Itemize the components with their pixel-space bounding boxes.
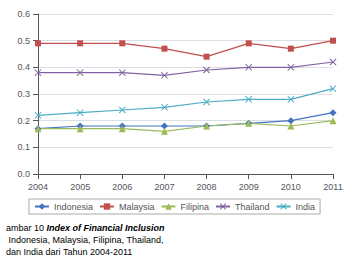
svg-text:2011: 2011 [323, 182, 342, 192]
svg-text:Malaysia: Malaysia [119, 202, 155, 212]
svg-text:Indonesia: Indonesia [54, 202, 93, 212]
svg-text:0.3: 0.3 [17, 89, 30, 99]
svg-text:2005: 2005 [70, 182, 90, 192]
svg-text:0.4: 0.4 [17, 62, 30, 72]
svg-text:2010: 2010 [281, 182, 301, 192]
svg-text:dan India dari Tahun 2004-2011: dan India dari Tahun 2004-2011 [6, 247, 132, 257]
svg-text:2008: 2008 [197, 182, 217, 192]
svg-text:0.6: 0.6 [17, 9, 30, 19]
svg-text:2007: 2007 [154, 182, 174, 192]
svg-text:0.5: 0.5 [17, 36, 30, 46]
svg-text:0.0: 0.0 [17, 169, 30, 179]
svg-text:0.2: 0.2 [17, 116, 30, 126]
svg-text:Indonesia, Malaysia, Filipina,: Indonesia, Malaysia, Filipina, Thailand, [6, 235, 163, 245]
svg-text:Index of Financial Inclusion: Index of Financial Inclusion [47, 223, 166, 233]
svg-text:2009: 2009 [239, 182, 259, 192]
svg-text:ambar 10: ambar 10 [6, 223, 47, 233]
svg-text:Thailand: Thailand [235, 202, 270, 212]
svg-text:0.1: 0.1 [17, 142, 30, 152]
svg-text:India: India [296, 202, 316, 212]
svg-text:2004: 2004 [28, 182, 48, 192]
svg-text:2006: 2006 [112, 182, 132, 192]
svg-text:Filipina: Filipina [180, 202, 209, 212]
